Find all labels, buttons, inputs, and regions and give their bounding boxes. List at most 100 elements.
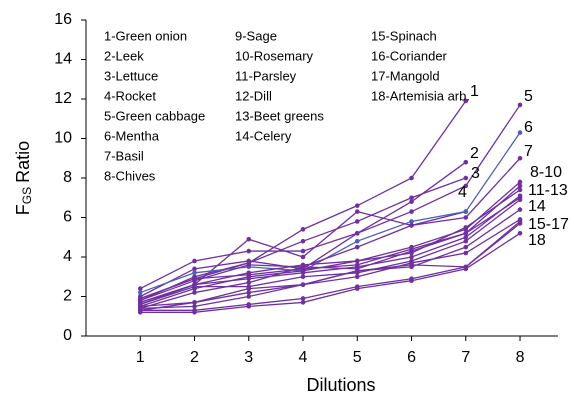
data-point [354, 274, 360, 280]
series-line [140, 222, 521, 309]
series-line [140, 220, 521, 311]
data-point [409, 223, 414, 228]
data-point [409, 199, 414, 204]
data-point [246, 248, 252, 254]
data-point [300, 238, 306, 244]
data-point [246, 286, 252, 291]
y-label-main: F [13, 204, 33, 215]
data-point [463, 266, 469, 272]
legend-label: 12-Dill [235, 88, 272, 103]
data-point [517, 207, 523, 212]
data-point [300, 227, 306, 232]
data-point [300, 254, 306, 260]
line-end-label: 15-17 [528, 216, 569, 233]
data-point [137, 290, 143, 295]
data-point [463, 225, 469, 230]
data-point [192, 270, 197, 276]
line-end-label: 7 [524, 143, 533, 160]
line-end-label: 14 [528, 198, 546, 215]
data-point [409, 248, 414, 254]
line-end-label: 1 [470, 83, 479, 100]
data-point [463, 234, 469, 240]
data-point [192, 276, 197, 282]
y-axis-label: FGS Ratio [13, 141, 34, 215]
data-point [463, 183, 469, 189]
data-point [517, 130, 523, 135]
data-point [463, 231, 469, 236]
legend-label: 11-Parsley [235, 68, 297, 83]
data-point [137, 310, 143, 315]
data-point [192, 258, 197, 264]
data-point [300, 270, 306, 276]
data-point [192, 290, 197, 295]
series-line [140, 132, 521, 294]
legend-label: 14-Celery [235, 128, 292, 143]
legend-label: 9-Sage [235, 28, 277, 43]
data-point [409, 195, 414, 201]
y-tick-label: 4 [63, 248, 72, 265]
series-line [140, 218, 521, 311]
data-point [517, 183, 523, 189]
data-point [409, 262, 414, 268]
legend-label: 2-Leek [104, 48, 144, 63]
data-point [409, 254, 414, 260]
data-point [300, 248, 306, 254]
y-tick-label: 10 [54, 130, 72, 147]
data-point [517, 231, 523, 236]
legend-label: 4-Rocket [104, 88, 156, 103]
legend-label: 17-Mangold [371, 68, 440, 83]
legend-label: 6-Mentha [104, 128, 160, 143]
x-tick-label: 8 [516, 349, 525, 366]
data-point [354, 231, 360, 236]
data-point [137, 296, 143, 301]
x-tick-label: 2 [190, 349, 199, 366]
x-tick-label: 4 [299, 349, 308, 366]
data-point [192, 300, 197, 305]
legend-label: 13-Beet greens [235, 108, 324, 123]
series-line [139, 104, 521, 290]
data-point [354, 268, 360, 274]
data-point [463, 175, 469, 181]
data-point [192, 304, 197, 309]
line-end-label: 8-10 [530, 164, 562, 181]
line-end-label: 11-13 [528, 182, 568, 199]
data-point [300, 300, 306, 305]
data-point [246, 276, 252, 282]
data-point [246, 290, 252, 295]
y-tick-label: 14 [54, 51, 72, 68]
y-tick-label: 0 [63, 327, 72, 344]
data-point [354, 244, 360, 250]
legend-label: 5-Green cabbage [104, 108, 205, 123]
data-point [517, 102, 523, 108]
data-point [246, 294, 252, 299]
y-label-rest: Ratio [13, 141, 33, 183]
series-line [140, 195, 521, 304]
legend-label: 10-Rosemary [235, 48, 314, 63]
data-point [409, 219, 414, 224]
data-point [409, 175, 414, 181]
data-point [517, 155, 523, 161]
data-point [517, 179, 523, 185]
line-end-label: 2 [470, 145, 479, 162]
data-point [300, 282, 306, 287]
data-point [517, 197, 523, 203]
legend-label: 18-Artemisia arb. [371, 88, 470, 103]
line-end-label: 3 [471, 165, 480, 182]
legend-label: 16-Coriander [371, 48, 448, 63]
data-point [246, 304, 252, 309]
series-line [140, 197, 521, 309]
data-point [354, 203, 360, 208]
data-point [517, 219, 523, 224]
data-point [300, 296, 306, 301]
series-line [140, 199, 521, 306]
data-point [463, 98, 469, 104]
x-axis-label: Dilutions [306, 375, 375, 395]
data-point [246, 262, 252, 268]
y-tick-label: 12 [54, 90, 72, 107]
line-end-label: 6 [524, 119, 533, 136]
data-point [463, 209, 469, 214]
data-point [137, 286, 143, 291]
legend-label: 1-Green onion [104, 28, 187, 43]
data-point [192, 266, 197, 272]
line-end-label: 5 [524, 88, 533, 105]
